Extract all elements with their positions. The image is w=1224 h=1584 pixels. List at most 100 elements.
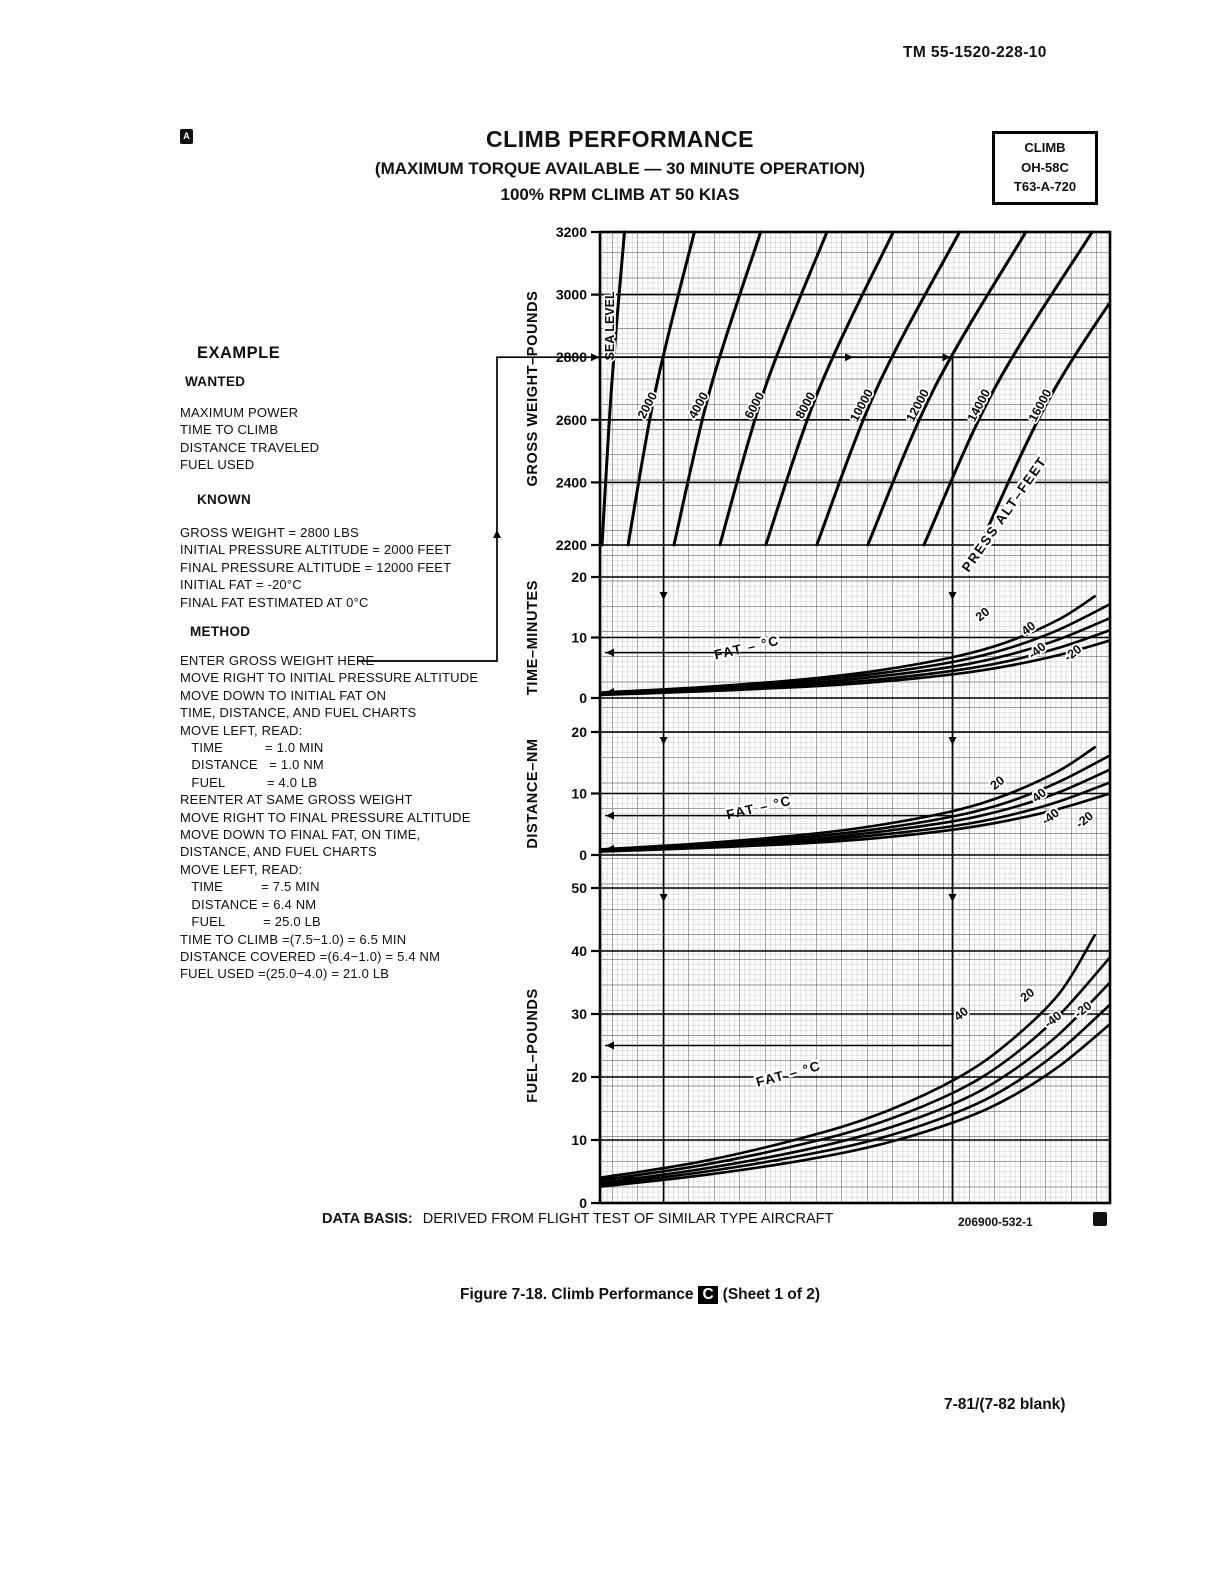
axis-tick-label: 0 xyxy=(579,690,587,706)
text-line: MOVE DOWN TO INITIAL FAT ON xyxy=(180,687,387,703)
text-line: MOVE RIGHT TO INITIAL PRESSURE ALTITUDE xyxy=(180,670,479,686)
data-basis-label: DATA BASIS: xyxy=(322,1211,413,1227)
figure-caption-post: (Sheet 1 of 2) xyxy=(722,1286,820,1303)
tm-number: TM 55-1520-228-10 xyxy=(903,44,1047,61)
figure-caption-badge: C xyxy=(698,1286,718,1304)
text-line: ENTER GROSS WEIGHT HERE xyxy=(180,653,375,668)
footer-marker-icon xyxy=(1093,1212,1107,1226)
axis-tick-label: 20 xyxy=(571,1069,587,1085)
text-line: FINAL FAT ESTIMATED AT 0°C xyxy=(180,594,369,610)
series-2000 xyxy=(626,230,696,547)
text-line: DISTANCE COVERED =(6.4−1.0) = 5.4 NM xyxy=(180,948,441,964)
example-guide-lines xyxy=(358,356,954,1203)
guide-arrow-icon xyxy=(659,592,668,600)
axis-tick-label: 2400 xyxy=(556,474,587,490)
series-label: SEA LEVEL xyxy=(603,291,617,360)
series-6000 xyxy=(718,230,829,547)
guide-arrow-icon xyxy=(948,894,957,902)
axis-tick-label: 2600 xyxy=(556,412,587,428)
axis-title: DISTANCE–NM xyxy=(525,738,541,848)
series--40 xyxy=(600,1022,1110,1188)
guide-arrow-icon xyxy=(948,737,957,745)
guide-arrow-icon xyxy=(659,894,668,902)
series-20 xyxy=(600,956,1110,1182)
guide-arrow-icon xyxy=(606,648,614,657)
title-block: CLIMB PERFORMANCE (MAXIMUM TORQUE AVAILA… xyxy=(220,126,1020,205)
figure-caption: Figure 7-18. Climb Performance C (Sheet 1 … xyxy=(290,1286,990,1304)
axis-title: FUEL–POUNDS xyxy=(525,988,541,1103)
series-40 xyxy=(600,933,1096,1180)
known-heading: KNOWN xyxy=(197,492,251,507)
method-list: ENTER GROSS WEIGHT HERE MOVE RIGHT TO INI… xyxy=(180,652,478,983)
text-line: FUEL USED xyxy=(180,457,255,473)
text-line: GROSS WEIGHT = 2800 LBS xyxy=(180,525,359,540)
chart-id-engine: T63-A-720 xyxy=(1013,179,1077,194)
page-subtitle-2: 100% RPM CLIMB AT 50 KIAS xyxy=(500,185,740,204)
axis-tick-label: 0 xyxy=(579,847,587,863)
series--40 xyxy=(600,639,1110,697)
guide-arrow-icon xyxy=(942,353,951,362)
text-line: FUEL = 25.0 LB xyxy=(180,914,321,930)
wanted-list: MAXIMUM POWER TIME TO CLIMB DISTANCE TRAVE… xyxy=(180,404,319,474)
example-heading: EXAMPLE xyxy=(197,344,281,362)
axis-tick-label: 20 xyxy=(571,724,587,740)
axis-tick-label: 30 xyxy=(571,1006,587,1022)
text-line: TIME TO CLIMB xyxy=(180,422,279,438)
chart-grid xyxy=(600,232,1110,1203)
axis-tick-label: 2200 xyxy=(556,537,587,553)
axis-tick-label: 20 xyxy=(571,569,587,585)
figure-caption-pre: Figure 7-18. Climb Performance xyxy=(460,1286,694,1303)
known-list: GROSS WEIGHT = 2800 LBS INITIAL PRESSURE … xyxy=(180,524,451,611)
method-heading: METHOD xyxy=(190,624,251,639)
chart-id-box: CLIMB OH-58C T63-A-720 xyxy=(992,131,1098,205)
text-line: FUEL = 4.0 LB xyxy=(180,774,318,790)
text-line: TIME TO CLIMB =(7.5−1.0) = 6.5 MIN xyxy=(180,931,407,947)
text-line: TIME, DISTANCE, AND FUEL CHARTS xyxy=(180,705,417,721)
axis-tick-label: 10 xyxy=(571,630,587,646)
text-line: INITIAL PRESSURE ALTITUDE = 2000 FEET xyxy=(180,542,452,558)
guide-arrow-icon xyxy=(606,1041,614,1050)
text-line: MOVE DOWN TO FINAL FAT, ON TIME, xyxy=(180,827,421,843)
axis-tick-label: 10 xyxy=(571,1132,587,1148)
series-4000 xyxy=(672,230,763,547)
guide-arrow-icon xyxy=(948,592,957,600)
text-line: MAXIMUM POWER xyxy=(180,405,299,420)
axis-tick-label: 3200 xyxy=(556,224,587,240)
text-line: MOVE LEFT, READ: xyxy=(180,861,303,877)
data-basis-text: DERIVED FROM FLIGHT TEST OF SIMILAR TYPE… xyxy=(422,1211,834,1227)
text-line: DISTANCE TRAVELED xyxy=(180,439,320,455)
curves-distance xyxy=(600,746,1110,853)
chart-id-type: CLIMB xyxy=(1024,140,1066,155)
curves-time xyxy=(600,595,1110,697)
series-14000 xyxy=(922,230,1094,547)
guide-arrow-icon xyxy=(606,811,614,820)
chart-border xyxy=(598,230,1112,1205)
guide-arrow-icon xyxy=(606,844,614,853)
wanted-heading: WANTED xyxy=(185,374,246,389)
axis-title: TIME–MINUTES xyxy=(525,580,541,695)
text-line: REENTER AT SAME GROSS WEIGHT xyxy=(180,792,413,808)
series-8000 xyxy=(764,230,895,547)
guide-arrow-icon xyxy=(845,353,854,362)
guide-arrow-icon xyxy=(606,687,614,696)
text-line: INITIAL FAT = -20°C xyxy=(180,577,302,593)
series--40 xyxy=(600,792,1110,853)
curves-gross_weight xyxy=(600,230,1110,547)
series-SEA LEVEL xyxy=(600,230,626,547)
series-0 xyxy=(600,981,1110,1185)
axis-tick-label: 10 xyxy=(571,786,587,802)
text-line: FUEL USED =(25.0−4.0) = 21.0 LB xyxy=(180,966,390,982)
guide-arrow-icon xyxy=(493,530,501,538)
axis-tick-label: 0 xyxy=(579,1195,587,1211)
series-16000 xyxy=(978,299,1110,547)
axis-tick-label: 3000 xyxy=(556,287,587,303)
axis-tick-label: 40 xyxy=(571,943,587,959)
text-line: TIME = 1.0 MIN xyxy=(180,740,324,756)
text-line: DISTANCE = 1.0 NM xyxy=(180,757,324,773)
data-basis: DATA BASIS: DERIVED FROM FLIGHT TEST OF S… xyxy=(322,1211,833,1227)
guide-arrow-icon xyxy=(591,353,599,362)
axis-title: GROSS WEIGHT–POUNDS xyxy=(525,291,541,487)
text-line: DISTANCE, AND FUEL CHARTS xyxy=(180,844,377,860)
